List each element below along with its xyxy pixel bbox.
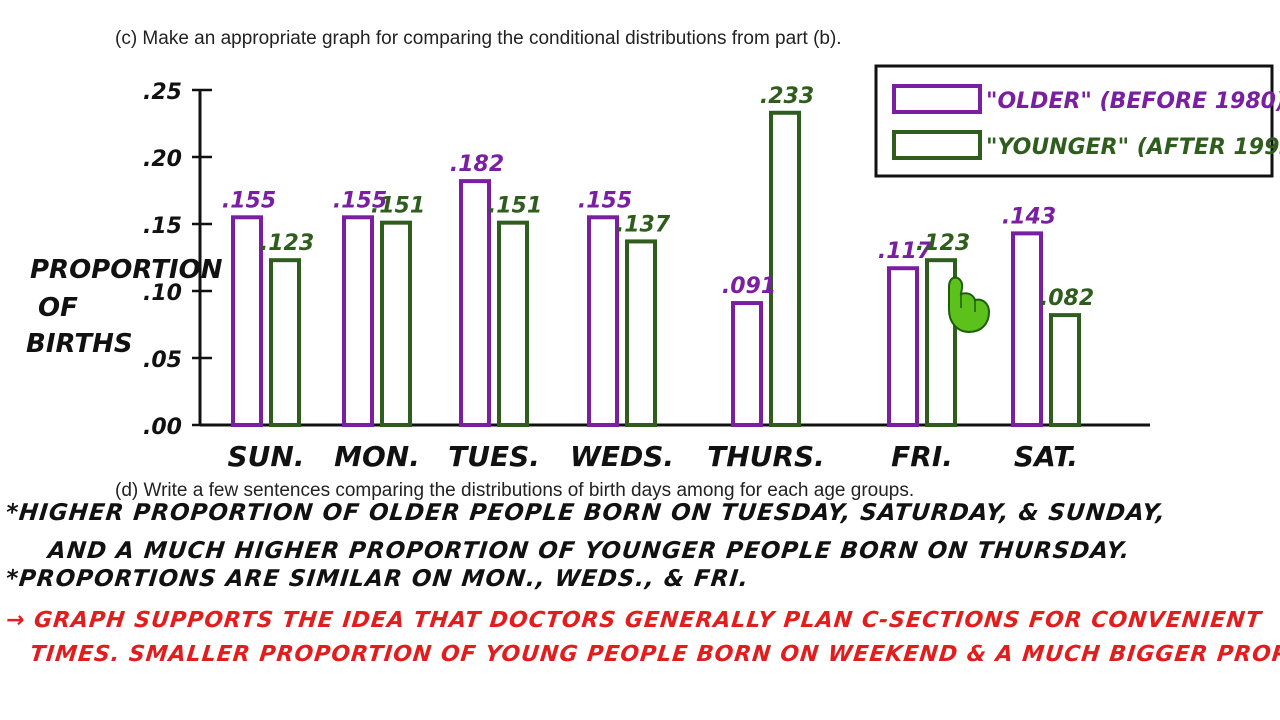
bar-older (887, 266, 919, 427)
y-axis-title-line-1: PROPORTION (30, 255, 223, 285)
legend-swatch-older (892, 84, 982, 114)
legend: "OLDER" (BEFORE 1980) "YOUNGER" (AFTER 19… (874, 64, 1280, 178)
y-tick-label: .00 (143, 415, 182, 440)
bar-value-label: .123 (916, 231, 970, 256)
bar-value-label: .155 (333, 188, 387, 213)
y-axis-title: PROPORTION OF BIRTHS (26, 255, 223, 359)
category-label: THURS. (707, 440, 825, 473)
legend-label-younger: "YOUNGER" (AFTER 1993) (986, 135, 1280, 160)
category-label: FRI. (891, 440, 953, 473)
bar-value-label: .155 (222, 188, 276, 213)
part-c-prompt: (c) Make an appropriate graph for compar… (115, 28, 842, 49)
bar-younger (625, 239, 657, 427)
y-tick-label: .05 (143, 348, 182, 373)
y-axis-title-line-3: BIRTHS (26, 329, 133, 359)
category-label: WEDS. (570, 440, 674, 473)
note-line-1: *HIGHER PROPORTION OF OLDER PEOPLE BORN … (4, 500, 1168, 526)
legend-swatch-younger (892, 130, 982, 160)
y-tick-label: .15 (143, 214, 182, 239)
bar-value-label: .123 (260, 231, 314, 256)
category-label: SUN. (228, 440, 305, 473)
bar-younger (769, 110, 801, 427)
bar-younger (925, 258, 957, 427)
category-label: TUES. (448, 440, 540, 473)
green-hand-pointer-icon (948, 276, 991, 334)
bar-value-label: .155 (578, 188, 632, 213)
bar-older (731, 301, 763, 427)
bar-value-label: .182 (450, 152, 504, 177)
y-tick-label: .20 (143, 147, 182, 172)
bar-value-label: .143 (1002, 204, 1056, 229)
bar-value-label: .091 (722, 274, 776, 299)
bar-older (459, 179, 491, 427)
category-label: SAT. (1014, 440, 1078, 473)
legend-label-older: "OLDER" (BEFORE 1980) (986, 89, 1280, 114)
bar-value-label: .137 (616, 212, 671, 237)
bar-younger (269, 258, 301, 427)
bar-series (231, 110, 1081, 427)
category-labels: SUN. MON. TUES. WEDS. THURS. FRI. SAT. (228, 440, 1079, 473)
bar-value-label: .151 (488, 194, 542, 219)
note-line-5: TIMES. SMALLER PROPORTION OF YOUNG PEOPL… (28, 642, 1280, 667)
bar-older (342, 215, 374, 427)
y-axis-title-line-2: OF (38, 293, 78, 323)
y-tick-label: .25 (143, 80, 182, 105)
y-tick-label: .10 (143, 281, 182, 306)
legend-box (874, 64, 1274, 178)
note-line-3: *PROPORTIONS ARE SIMILAR ON MON., WEDS.,… (4, 566, 751, 592)
note-line-4: → GRAPH SUPPORTS THE IDEA THAT DOCTORS G… (4, 608, 1264, 633)
part-d-prompt: (d) Write a few sentences comparing the … (115, 480, 915, 501)
bar-value-label: .117 (878, 239, 933, 264)
bar-younger (380, 220, 412, 427)
value-labels: .155.123.155.151.182.151.155.137.091.233… (222, 84, 1094, 311)
bar-older (1011, 231, 1043, 427)
bar-value-label: .082 (1040, 286, 1094, 311)
category-label: MON. (334, 440, 420, 473)
bar-younger (497, 220, 529, 427)
note-line-2: AND A MUCH HIGHER PROPORTION OF YOUNGER … (46, 538, 1132, 564)
y-axis-ticks: .00 .05 .10 .15 .20 .25 (143, 80, 212, 440)
bar-value-label: .233 (760, 84, 814, 109)
bar-older (587, 215, 619, 427)
bar-older (231, 215, 263, 427)
bar-chart: PROPORTION OF BIRTHS .00.05.10.15.20.25 … (26, 64, 1280, 473)
bar-value-label: .151 (371, 194, 425, 219)
bar-younger (1049, 313, 1081, 427)
